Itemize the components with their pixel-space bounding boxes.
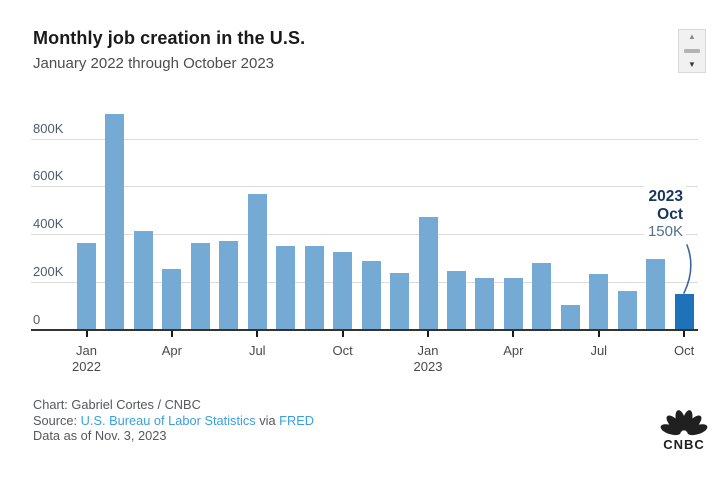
bar-apr-2023 (503, 278, 523, 330)
gridline-400K (31, 234, 698, 236)
bar-jun-2022 (219, 241, 239, 330)
page-subtitle: January 2022 through October 2023 (33, 55, 275, 72)
y-axis-label-600K: 600K (33, 168, 64, 184)
source-prefix: Source: (33, 412, 81, 428)
scroll-up-icon[interactable]: ▲ (688, 32, 696, 41)
bar-may-2023 (532, 262, 552, 330)
y-axis-label-800K: 800K (33, 120, 64, 136)
page-title: Monthly job creation in the U.S. (33, 28, 306, 48)
bar-jul-2022 (247, 194, 267, 330)
annotation-year: 2023 (648, 188, 683, 205)
bar-oct-2022 (333, 252, 353, 330)
x-axis-label-0: Jan (76, 343, 97, 358)
cnbc-peacock-icon (660, 410, 708, 436)
annotation-value: 150K (647, 223, 683, 240)
gridline-600K (31, 186, 698, 188)
x-axis-tick-3 (170, 331, 173, 337)
x-axis-tick-0 (85, 331, 88, 337)
bar-jan-2022 (77, 242, 96, 330)
y-axis-label-400K: 400K (33, 216, 64, 232)
bar-jun-2023 (560, 304, 580, 330)
x-axis-label-12: Jan (417, 343, 439, 358)
x-axis-line (31, 329, 698, 331)
x-axis-tick-21 (683, 331, 686, 337)
bar-feb-2023 (446, 270, 466, 330)
x-axis-label-18: Jul (590, 343, 608, 358)
source-link-bls[interactable]: U.S. Bureau of Labor Statistics (80, 412, 256, 428)
bar-apr-2022 (162, 269, 182, 330)
chart-annotation: 2023 Oct 150K (643, 186, 686, 241)
x-axis-tick-12 (427, 331, 430, 337)
x-axis-label-15: Apr (503, 343, 524, 358)
data-as-of: Data as of Nov. 3, 2023 (33, 428, 167, 443)
x-axis-year-2022: 2022 (72, 359, 101, 374)
source-line: Source: U.S. Bureau of Labor Statistics … (33, 413, 314, 429)
source-link-fred[interactable]: FRED (279, 412, 314, 428)
x-axis-label-21: Oct (674, 343, 695, 358)
bar-sep-2022 (304, 246, 324, 330)
cnbc-logo: CNBC (660, 410, 708, 452)
x-axis-label-6: Jul (248, 343, 266, 358)
x-axis-label-3: Apr (161, 343, 182, 358)
bar-aug-2023 (617, 290, 637, 330)
bar-feb-2022 (105, 113, 125, 330)
scroll-down-icon[interactable]: ▼ (688, 60, 696, 69)
x-axis-label-9: Oct (332, 343, 353, 358)
bar-may-2022 (190, 242, 210, 330)
x-axis-year-2023: 2023 (413, 359, 443, 374)
bar-jul-2023 (589, 273, 609, 330)
annotation-month: Oct (657, 205, 683, 223)
x-axis-tick-9 (341, 331, 344, 337)
bar-sep-2023 (646, 258, 666, 330)
chart-footer: Chart: Gabriel Cortes / CNBC Source: U.S… (33, 397, 314, 444)
x-axis-tick-15 (512, 331, 515, 337)
scroll-thumb[interactable] (684, 49, 700, 53)
gridline-800K (31, 138, 698, 140)
y-axis-label-0: 0 (33, 312, 41, 327)
annotation-connector-line (683, 244, 692, 294)
credit-line: Chart: Gabriel Cortes / CNBC (33, 397, 201, 412)
bar-oct-2023 (674, 294, 694, 330)
cnbc-wordmark: CNBC (663, 437, 705, 452)
bar-aug-2022 (276, 245, 296, 330)
x-axis-tick-6 (256, 331, 259, 337)
scroll-stepper[interactable]: ▲ ▼ (678, 29, 706, 73)
x-axis-tick-18 (597, 331, 600, 337)
bar-mar-2022 (133, 230, 153, 330)
bar-nov-2022 (361, 260, 381, 330)
bar-mar-2023 (475, 278, 495, 330)
source-mid: via (255, 412, 280, 428)
y-axis-label-200K: 200K (33, 264, 64, 280)
bar-jan-2023 (418, 217, 438, 330)
bar-dec-2022 (390, 272, 410, 330)
